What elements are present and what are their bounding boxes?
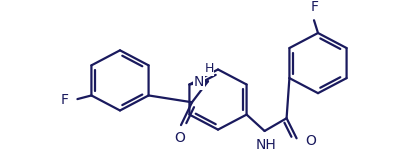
Text: O: O — [306, 134, 316, 148]
Text: H: H — [204, 62, 214, 75]
Text: F: F — [311, 0, 319, 14]
Text: N: N — [194, 75, 204, 89]
Text: F: F — [61, 93, 69, 107]
Text: NH: NH — [255, 138, 276, 152]
Text: O: O — [175, 131, 185, 145]
